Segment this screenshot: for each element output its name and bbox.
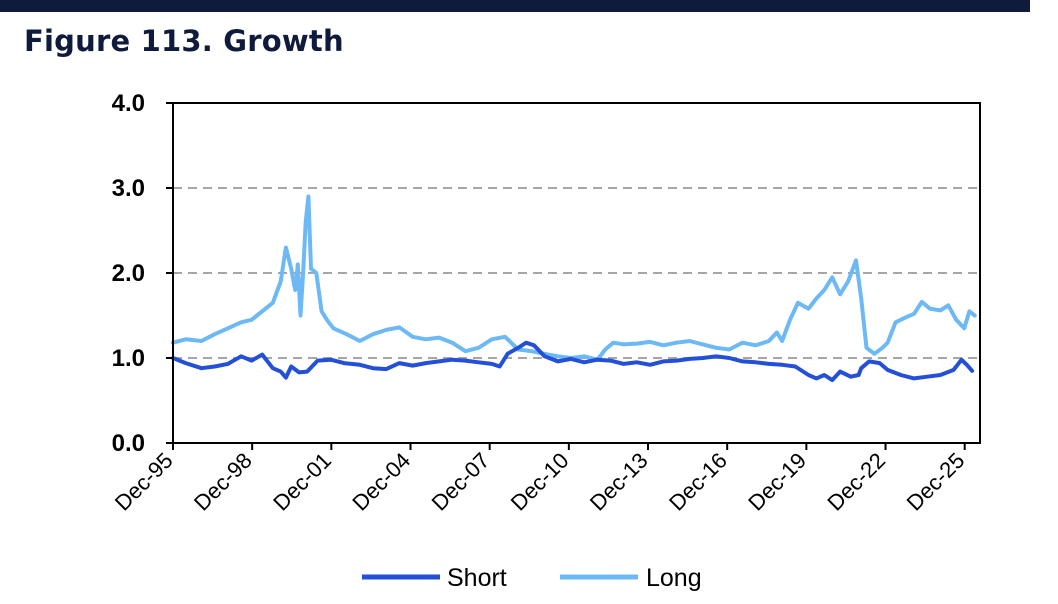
series-line-short [171,340,975,383]
y-tick-label: 4.0 [112,90,145,117]
y-tick-label: 0.0 [112,430,145,457]
y-axis: 0.0 1.0 2.0 3.0 4.0 [112,90,173,457]
figure-title: Figure 113. Growth [24,24,344,58]
legend-label-long: Long [646,564,702,592]
x-tick-label: Dec-25 [902,448,970,516]
x-tick-label: Dec-95 [110,448,178,516]
header-bar [0,0,1030,12]
series-lines [171,194,977,383]
series-line-long [171,194,977,362]
x-tick-label: Dec-04 [347,448,415,516]
x-tick-label: Dec-10 [506,448,574,516]
y-tick-label: 2.0 [112,260,145,287]
x-axis: Dec-95 Dec-98 Dec-01 Dec-04 Dec-07 Dec-10 Dec-… [110,443,970,516]
x-tick-label: Dec-98 [189,448,257,516]
x-tick-label: Dec-19 [743,448,811,516]
legend: Short Long [362,564,702,592]
y-tick-label: 3.0 [112,175,145,202]
x-tick-label: Dec-22 [822,448,890,516]
x-tick-label: Dec-01 [268,448,336,516]
x-tick-label: Dec-07 [427,448,495,516]
y-tick-label: 1.0 [112,345,145,372]
x-tick-label: Dec-13 [585,448,653,516]
x-tick-label: Dec-16 [664,448,732,516]
legend-label-short: Short [447,564,507,592]
